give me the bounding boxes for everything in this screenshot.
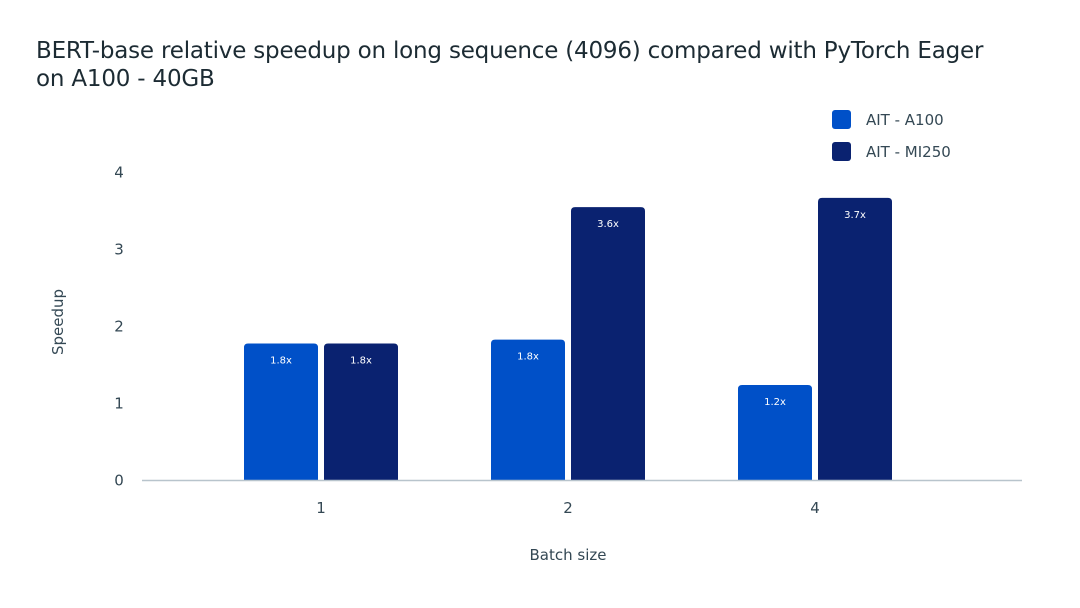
y-tick-label: 0 [114, 472, 124, 490]
y-axis-title: Speedup [49, 289, 67, 355]
y-tick-label: 3 [114, 241, 124, 259]
bar [571, 207, 645, 481]
bar-data-label: 1.8x [517, 352, 539, 363]
y-tick-label: 4 [114, 164, 124, 182]
legend-label: AIT - A100 [866, 111, 944, 129]
bar [324, 343, 398, 481]
chart-title-line-2: on A100 - 40GB [36, 66, 215, 92]
bar-data-label: 3.6x [597, 219, 619, 230]
x-tick-label: 1 [316, 499, 326, 517]
x-axis-title: Batch size [530, 546, 607, 564]
bar-data-label: 1.2x [764, 397, 786, 408]
bar [244, 343, 318, 481]
bar [818, 197, 892, 481]
y-tick-label: 2 [114, 318, 124, 336]
legend-swatch [832, 110, 851, 129]
legend-label: AIT - MI250 [866, 143, 951, 161]
bar [738, 385, 812, 481]
legend-swatch [832, 142, 851, 161]
bar-data-label: 3.7x [844, 210, 866, 221]
y-tick-label: 1 [114, 395, 124, 413]
bar-data-label: 1.8x [350, 355, 372, 366]
bar-data-label: 1.8x [270, 355, 292, 366]
chart-title-line-1: BERT-base relative speedup on long seque… [36, 38, 984, 64]
x-tick-label: 4 [810, 499, 820, 517]
bar [491, 339, 565, 481]
x-tick-label: 2 [563, 499, 573, 517]
